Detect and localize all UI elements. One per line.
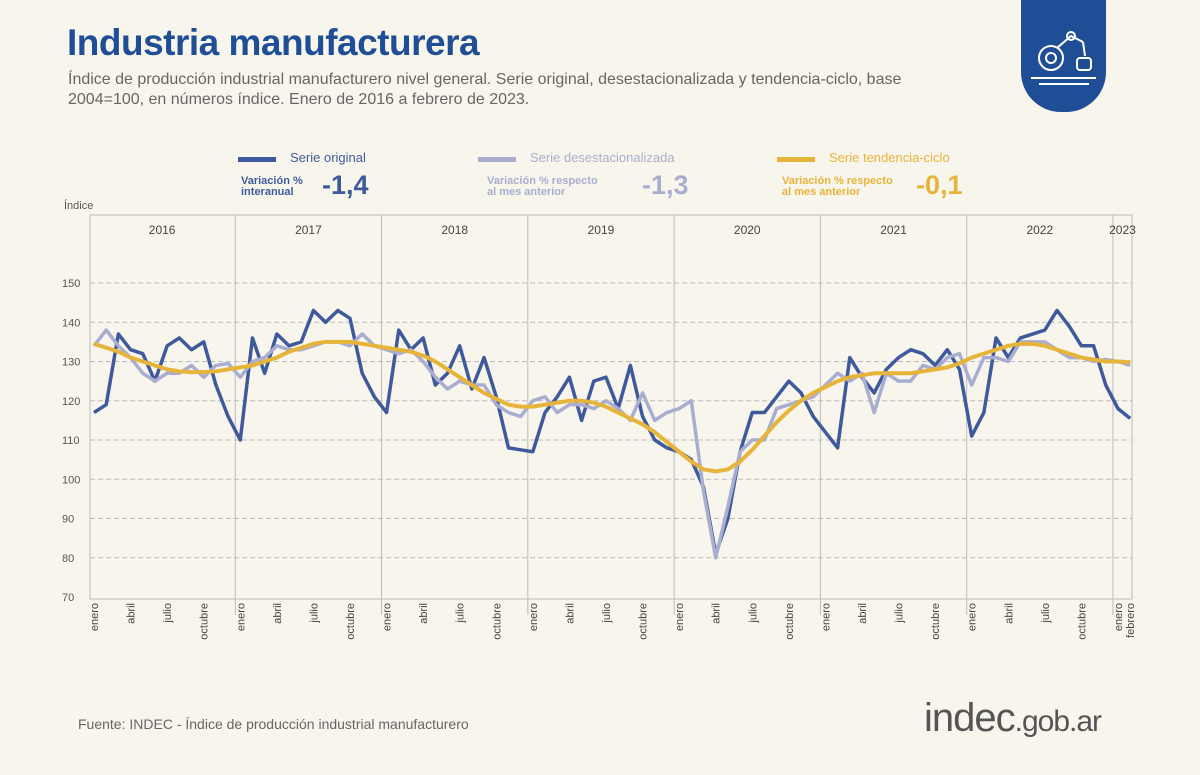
variation-label-tendencia: Variación % respecto al mes anterior bbox=[782, 175, 893, 198]
month-label: enero bbox=[89, 603, 101, 631]
month-label: octubre bbox=[345, 603, 357, 640]
month-label: enero bbox=[674, 603, 686, 631]
month-label: enero bbox=[382, 603, 394, 631]
month-label: octubre bbox=[1076, 603, 1088, 640]
month-label: julio bbox=[308, 603, 320, 624]
month-label: enero bbox=[820, 603, 832, 631]
month-label: julio bbox=[1040, 603, 1052, 624]
month-label: julio bbox=[601, 603, 613, 624]
variation-value-tendencia: -0,1 bbox=[916, 170, 963, 200]
month-label: abril bbox=[126, 603, 138, 624]
y-tick-label: 100 bbox=[62, 474, 80, 486]
series-line-tendencia-ciclo bbox=[93, 339, 1131, 474]
year-label: 2021 bbox=[880, 223, 907, 237]
y-tick-label: 90 bbox=[62, 514, 74, 526]
month-label: abril bbox=[564, 603, 576, 624]
month-label: julio bbox=[894, 603, 906, 624]
legend-swatch bbox=[238, 157, 276, 162]
year-label: 2016 bbox=[149, 223, 176, 237]
month-label: abril bbox=[272, 603, 284, 624]
y-axis-label: Índice bbox=[64, 199, 93, 212]
legend-label: Serie desestacionalizada bbox=[530, 150, 675, 165]
month-label: octubre bbox=[491, 603, 503, 640]
month-label: julio bbox=[162, 603, 174, 624]
line-chart: Índice 70 80 90 100 110 120 130 140 150 2016 enero… bbox=[62, 199, 1137, 640]
month-label: julio bbox=[455, 603, 467, 624]
plot-frame bbox=[89, 214, 1133, 600]
year-label: 2018 bbox=[441, 223, 468, 237]
variation-value-desestacionalizada: -1,3 bbox=[642, 170, 689, 200]
month-label: enero bbox=[528, 603, 540, 631]
legend-swatch bbox=[478, 157, 516, 162]
legend-label: Serie original bbox=[290, 150, 366, 165]
month-label: octubre bbox=[784, 603, 796, 640]
source-note: Fuente: INDEC - Índice de producción ind… bbox=[78, 716, 469, 732]
y-tick-label: 140 bbox=[62, 317, 80, 329]
month-label: enero bbox=[235, 603, 247, 631]
year-label: 2020 bbox=[734, 223, 761, 237]
y-tick-label: 110 bbox=[62, 435, 80, 447]
y-tick-label: 120 bbox=[62, 396, 80, 408]
industrial-robot-arm-icon bbox=[1021, 0, 1106, 112]
y-tick-label: 80 bbox=[62, 553, 74, 565]
month-label: abril bbox=[1003, 603, 1015, 624]
month-label: enero bbox=[967, 603, 979, 631]
series-line-desestacionalizada bbox=[92, 328, 1131, 560]
legend-label: Serie tendencia-ciclo bbox=[829, 150, 950, 165]
indec-logo[interactable]: indec.gob.ar bbox=[924, 696, 1102, 740]
month-label: febrero bbox=[1125, 603, 1137, 638]
legend-swatch bbox=[777, 157, 815, 162]
month-label: octubre bbox=[930, 603, 942, 640]
month-label: abril bbox=[418, 603, 430, 624]
year-label: 2022 bbox=[1026, 223, 1053, 237]
variation-value-original: -1,4 bbox=[322, 170, 369, 200]
variation-label-desestacionalizada: Variación % respecto al mes anterior bbox=[487, 175, 598, 198]
series-line-original bbox=[93, 308, 1132, 556]
month-label: julio bbox=[747, 603, 759, 624]
year-label: 2019 bbox=[588, 223, 615, 237]
year-label: 2017 bbox=[295, 223, 322, 237]
month-label: abril bbox=[711, 603, 723, 624]
month-label: octubre bbox=[638, 603, 650, 640]
month-label: enero bbox=[1113, 603, 1125, 631]
variation-label-original: Variación % interanual bbox=[241, 175, 303, 198]
year-label: 2023 bbox=[1109, 223, 1136, 237]
y-tick-label: 150 bbox=[62, 278, 80, 290]
page-title: Industria manufacturera bbox=[67, 22, 480, 63]
month-label: abril bbox=[857, 603, 869, 624]
month-label: octubre bbox=[199, 603, 211, 640]
y-tick-label: 70 bbox=[62, 592, 74, 604]
page-subtitle: Índice de producción industrial manufact… bbox=[68, 71, 902, 108]
y-tick-label: 130 bbox=[62, 357, 80, 369]
